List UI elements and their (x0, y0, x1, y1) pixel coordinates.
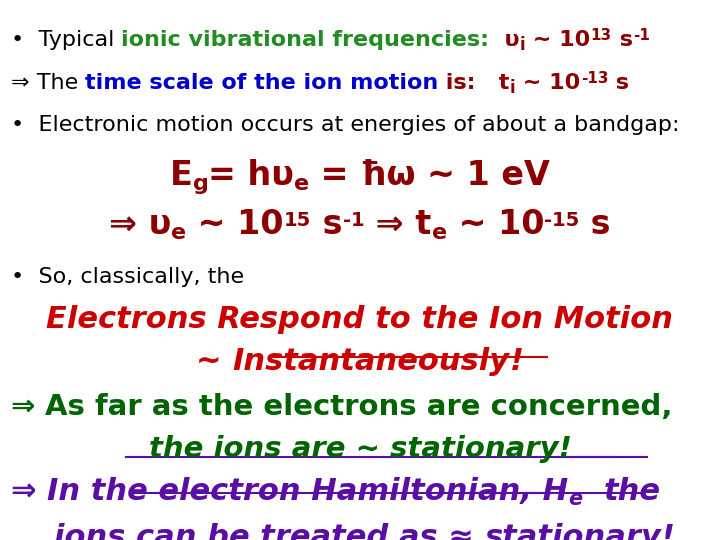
Text: Electrons Respond to the Ion Motion: Electrons Respond to the Ion Motion (47, 305, 673, 334)
Text: s: s (580, 208, 611, 241)
Text: = ħω ~ 1 eV: = ħω ~ 1 eV (310, 159, 550, 192)
Text: ~: ~ (197, 347, 233, 376)
Text: s: s (608, 73, 629, 93)
Text: ~ 10: ~ 10 (516, 73, 580, 93)
Text: ions can be treated as ≈: ions can be treated as ≈ (54, 523, 474, 540)
Text: ionic vibrational frequencies:: ionic vibrational frequencies: (121, 30, 490, 50)
Text: 15: 15 (284, 211, 311, 231)
Text: ⇒: ⇒ (11, 393, 45, 421)
Text: the: the (603, 477, 660, 506)
Text: In the electron Hamiltonian, H: In the electron Hamiltonian, H (47, 477, 568, 506)
Text: ~ 10: ~ 10 (186, 208, 284, 241)
Text: -13: -13 (580, 71, 608, 86)
Text: e: e (431, 224, 446, 244)
Text: stationary: stationary (485, 523, 661, 540)
Text: i: i (520, 36, 526, 54)
Text: -1: -1 (633, 28, 649, 43)
Text: g: g (192, 174, 208, 194)
Text: •  Typical: • Typical (11, 30, 121, 50)
Text: the ions are ~ stationary!: the ions are ~ stationary! (148, 435, 572, 463)
Text: !: ! (510, 347, 523, 376)
Text: ⇒: ⇒ (11, 477, 47, 506)
Text: υ: υ (490, 30, 520, 50)
Text: time scale of the ion motion: time scale of the ion motion (85, 73, 438, 93)
Text: -15: -15 (544, 211, 580, 231)
Text: ⇒ υ: ⇒ υ (109, 208, 171, 241)
Text: s: s (612, 30, 633, 50)
Text: ⇒ The: ⇒ The (11, 73, 85, 93)
Text: ~ 10: ~ 10 (526, 30, 590, 50)
Text: s: s (311, 208, 343, 241)
Text: •  So, classically, the: • So, classically, the (11, 267, 244, 287)
Text: 13: 13 (590, 28, 612, 43)
Text: -1: -1 (343, 211, 364, 231)
Text: is:   t: is: t (438, 73, 510, 93)
Text: As far as the electrons are concerned,: As far as the electrons are concerned, (45, 393, 672, 421)
Text: e: e (568, 489, 582, 509)
Text: = hυ: = hυ (208, 159, 294, 192)
Text: e: e (294, 174, 310, 194)
Text: i: i (510, 79, 516, 97)
Text: !: ! (661, 523, 675, 540)
Text: ⇒ t: ⇒ t (364, 208, 431, 241)
Text: ~ 10: ~ 10 (446, 208, 544, 241)
Text: •  Electronic motion occurs at energies of about a bandgap:: • Electronic motion occurs at energies o… (11, 114, 679, 134)
Text: e: e (171, 224, 186, 244)
Text: E: E (170, 159, 192, 192)
Text: Instantaneously: Instantaneously (233, 347, 510, 376)
